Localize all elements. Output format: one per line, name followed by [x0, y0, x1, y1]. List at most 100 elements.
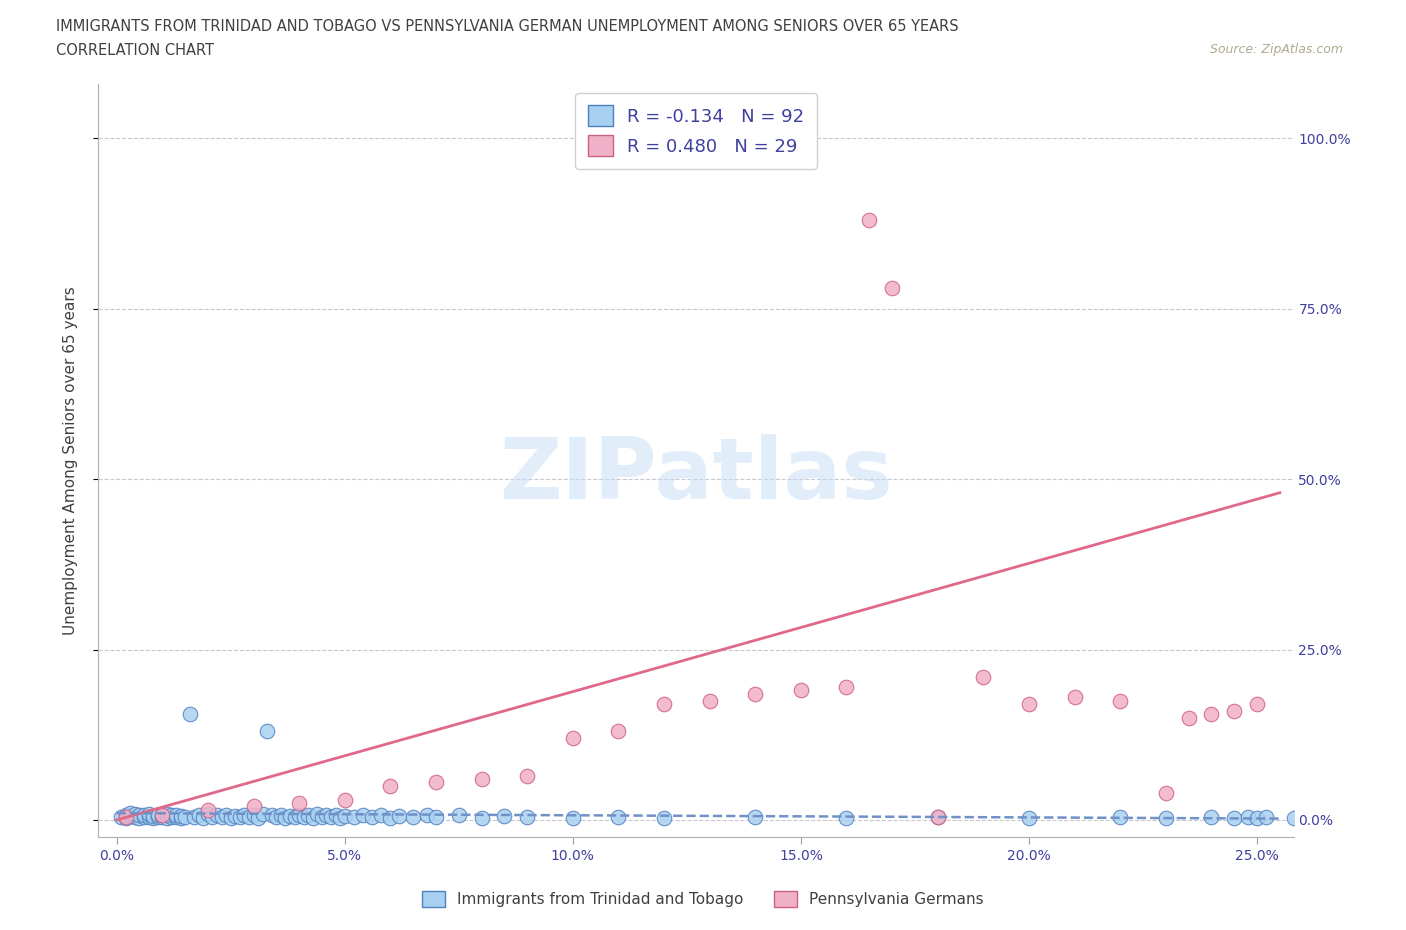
- Point: [114, 807, 136, 822]
- Point: [652, 810, 675, 825]
- Point: [219, 810, 242, 825]
- Point: [1256, 810, 1278, 825]
- Point: [169, 808, 191, 823]
- Point: [370, 808, 392, 823]
- Point: [319, 810, 342, 825]
- Point: [274, 810, 297, 825]
- Point: [402, 809, 425, 824]
- Point: [311, 809, 333, 824]
- Point: [174, 809, 197, 824]
- Point: [278, 808, 301, 823]
- Point: [1201, 810, 1223, 825]
- Point: [516, 768, 538, 783]
- Point: [835, 680, 858, 695]
- Point: [1246, 810, 1268, 825]
- Text: Source: ZipAtlas.com: Source: ZipAtlas.com: [1209, 43, 1343, 56]
- Point: [124, 806, 146, 821]
- Point: [927, 809, 949, 824]
- Point: [201, 809, 224, 824]
- Point: [1109, 810, 1132, 825]
- Point: [150, 810, 173, 825]
- Point: [256, 724, 278, 738]
- Point: [120, 808, 142, 823]
- Point: [1177, 711, 1199, 725]
- Point: [425, 775, 447, 790]
- Point: [1282, 810, 1305, 825]
- Point: [150, 808, 173, 823]
- Point: [193, 810, 215, 825]
- Point: [1109, 693, 1132, 708]
- Y-axis label: Unemployment Among Seniors over 65 years: Unemployment Among Seniors over 65 years: [63, 286, 77, 634]
- Point: [471, 810, 494, 825]
- Point: [1237, 810, 1260, 825]
- Point: [388, 808, 411, 823]
- Point: [238, 810, 260, 825]
- Point: [252, 806, 274, 821]
- Point: [205, 807, 228, 822]
- Point: [790, 683, 813, 698]
- Point: [110, 809, 132, 824]
- Point: [165, 808, 187, 823]
- Point: [927, 810, 949, 825]
- Text: IMMIGRANTS FROM TRINIDAD AND TOBAGO VS PENNSYLVANIA GERMAN UNEMPLOYMENT AMONG SE: IMMIGRANTS FROM TRINIDAD AND TOBAGO VS P…: [56, 19, 959, 33]
- Point: [380, 778, 402, 793]
- Point: [1291, 810, 1313, 825]
- Legend: R = -0.134   N = 92, R = 0.480   N = 29: R = -0.134 N = 92, R = 0.480 N = 29: [575, 93, 817, 168]
- Point: [292, 810, 315, 825]
- Point: [315, 807, 337, 822]
- Point: [699, 693, 721, 708]
- Point: [146, 809, 169, 824]
- Point: [156, 806, 179, 821]
- Point: [329, 810, 352, 825]
- Point: [156, 810, 179, 825]
- Point: [333, 792, 356, 807]
- Point: [215, 808, 238, 823]
- Point: [288, 795, 311, 810]
- Point: [169, 810, 191, 825]
- Legend: Immigrants from Trinidad and Tobago, Pennsylvania Germans: Immigrants from Trinidad and Tobago, Pen…: [416, 884, 990, 913]
- Point: [128, 808, 150, 823]
- Point: [183, 810, 205, 825]
- Point: [211, 810, 233, 825]
- Point: [858, 213, 880, 228]
- Point: [233, 807, 256, 822]
- Point: [882, 281, 904, 296]
- Point: [972, 670, 994, 684]
- Point: [160, 809, 183, 824]
- Text: CORRELATION CHART: CORRELATION CHART: [56, 43, 214, 58]
- Point: [146, 807, 169, 822]
- Point: [1063, 690, 1085, 705]
- Point: [835, 810, 858, 825]
- Point: [744, 686, 766, 701]
- Point: [561, 810, 583, 825]
- Point: [142, 810, 165, 825]
- Point: [120, 805, 142, 820]
- Point: [652, 697, 675, 711]
- Point: [114, 809, 136, 824]
- Point: [1018, 697, 1040, 711]
- Point: [128, 810, 150, 825]
- Point: [425, 810, 447, 825]
- Point: [142, 808, 165, 823]
- Point: [179, 707, 201, 722]
- Point: [297, 808, 319, 823]
- Point: [132, 807, 155, 822]
- Point: [361, 810, 384, 825]
- Point: [1223, 703, 1246, 718]
- Point: [1154, 785, 1177, 800]
- Point: [607, 810, 630, 825]
- Point: [352, 807, 374, 822]
- Point: [197, 803, 219, 817]
- Point: [260, 807, 283, 822]
- Point: [270, 808, 292, 823]
- Point: [333, 808, 356, 823]
- Point: [138, 806, 160, 821]
- Point: [165, 810, 187, 825]
- Point: [124, 810, 146, 825]
- Point: [224, 808, 246, 823]
- Point: [266, 810, 288, 825]
- Point: [242, 808, 264, 823]
- Point: [242, 799, 264, 814]
- Point: [494, 808, 516, 823]
- Point: [1223, 810, 1246, 825]
